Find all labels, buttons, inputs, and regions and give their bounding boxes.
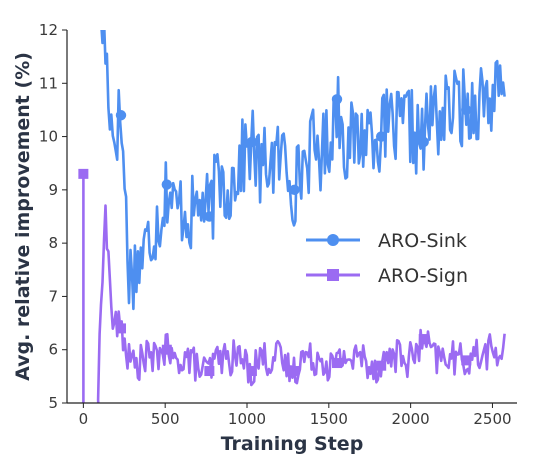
marker-aro-sink	[461, 104, 472, 116]
legend: ARO-Sink ARO-Sign	[306, 230, 468, 287]
marker-aro-sign	[204, 366, 215, 377]
y-tick-label: 11	[39, 74, 58, 92]
tick-labels: 0 500 1000 1500 2000 2500 5 6 7 8 9 10 11 12	[39, 21, 512, 428]
x-tick-label: 2500	[473, 410, 511, 428]
legend-label: ARO-Sign	[378, 265, 468, 287]
y-axis-title: Avg. relative improvement (%)	[12, 52, 34, 381]
marker-aro-sink	[246, 136, 258, 148]
x-tick-label: 0	[79, 410, 89, 428]
marker-aro-sign	[289, 366, 300, 377]
series-lines	[82, 30, 506, 403]
y-tick-label: 6	[48, 341, 58, 359]
legend-marker	[327, 269, 339, 281]
axes	[66, 30, 517, 404]
y-tick-label: 7	[48, 287, 58, 305]
marker-aro-sink	[289, 184, 300, 196]
x-tick-label: 1500	[310, 410, 348, 428]
marker-aro-sign	[376, 360, 387, 371]
marker-aro-sink	[331, 94, 343, 105]
marker-aro-sign	[78, 168, 89, 179]
legend-label: ARO-Sink	[378, 230, 467, 252]
y-tick-label: 10	[39, 128, 58, 146]
marker-aro-sign	[332, 358, 342, 369]
y-tick-label: 12	[39, 21, 58, 39]
marker-aro-sign	[246, 366, 257, 377]
marker-aro-sink	[375, 131, 387, 142]
series-markers	[78, 94, 472, 377]
legend-marker	[327, 234, 339, 246]
series-line-aro-sink	[100, 30, 506, 311]
marker-aro-sign	[418, 334, 429, 345]
marker-aro-sign	[161, 344, 172, 355]
marker-aro-sink	[115, 110, 127, 121]
x-tick-label: 2000	[392, 410, 430, 428]
marker-aro-sink	[418, 136, 429, 148]
y-tick-label: 9	[48, 181, 58, 199]
marker-aro-sink	[161, 179, 173, 190]
series-line-aro-sign	[82, 172, 506, 403]
legend-item-aro-sign: ARO-Sign	[306, 265, 468, 287]
y-tick-label: 5	[48, 394, 58, 412]
x-axis-title: Training Step	[221, 433, 364, 455]
marker-aro-sink	[204, 211, 215, 222]
x-tick-label: 500	[151, 410, 180, 428]
x-tick-label: 1000	[228, 410, 266, 428]
marker-aro-sign	[116, 323, 126, 334]
marker-aro-sign	[461, 355, 472, 366]
y-tick-label: 8	[48, 234, 58, 252]
legend-item-aro-sink: ARO-Sink	[306, 230, 467, 252]
